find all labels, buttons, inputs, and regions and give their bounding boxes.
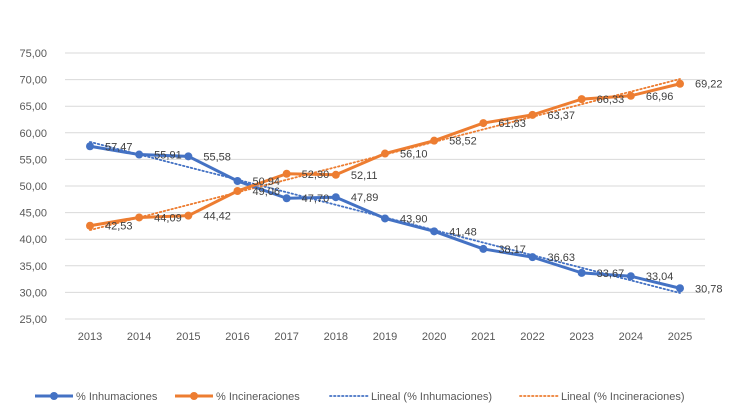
x-tick-label: 2014	[127, 331, 151, 343]
data-label: 57,47	[105, 141, 133, 153]
data-point	[528, 110, 537, 119]
data-label: 44,09	[154, 212, 182, 224]
data-label: 38,17	[498, 244, 526, 256]
legend-label: % Incineraciones	[216, 391, 300, 403]
data-point	[676, 284, 684, 293]
data-label: 52,30	[302, 169, 330, 181]
series-lines	[86, 79, 684, 293]
data-point	[577, 268, 586, 277]
y-tick-label: 55,00	[19, 154, 47, 166]
y-axis: 25,00 30,00 35,00 40,00 45,00 50,00 55,00 60,00…	[19, 48, 47, 326]
data-point	[430, 227, 439, 236]
data-point	[430, 136, 439, 145]
x-tick-label: 2016	[225, 331, 249, 343]
data-point	[86, 142, 94, 151]
legend-marker	[190, 392, 198, 400]
data-point	[676, 79, 684, 88]
x-tick-label: 2017	[274, 331, 298, 343]
y-tick-label: 50,00	[19, 181, 47, 193]
data-label: 50,94	[253, 176, 281, 188]
data-label: 66,96	[646, 91, 674, 103]
data-label: 63,37	[548, 110, 576, 122]
data-point	[135, 213, 144, 222]
data-point	[381, 214, 389, 223]
y-tick-label: 65,00	[19, 101, 47, 113]
data-label: 42,53	[105, 221, 133, 233]
legend-marker	[50, 392, 58, 400]
y-tick-label: 25,00	[19, 314, 47, 326]
data-point	[282, 194, 291, 203]
data-label: 69,22	[695, 79, 723, 91]
data-label: 41,48	[449, 226, 477, 238]
data-label: 56,10	[400, 149, 428, 161]
data-label: 58,52	[449, 136, 477, 148]
data-label: 52,11	[351, 170, 378, 182]
y-tick-label: 35,00	[19, 261, 47, 273]
data-point	[479, 119, 488, 128]
legend: % Inhumaciones % Incineraciones Lineal (% …	[35, 391, 685, 403]
data-labels: 57,47 55,91 55,58 50,94 47,70 47,89 43,90 41,48…	[105, 79, 723, 296]
data-label: 66,33	[597, 94, 625, 106]
data-point	[626, 272, 635, 281]
data-point	[331, 170, 340, 179]
data-point	[184, 152, 193, 161]
x-tick-label: 2013	[78, 331, 102, 343]
data-label: 47,70	[302, 193, 330, 205]
data-point	[479, 244, 488, 253]
x-tick-label: 2025	[668, 331, 692, 343]
legend-label: % Inhumaciones	[76, 391, 158, 403]
data-label: 43,90	[400, 213, 428, 225]
data-point	[86, 221, 94, 230]
data-point	[184, 211, 193, 220]
x-tick-label: 2015	[176, 331, 200, 343]
x-tick-label: 2024	[619, 331, 643, 343]
data-point	[135, 150, 144, 159]
data-label: 55,58	[203, 151, 231, 163]
x-tick-label: 2023	[569, 331, 593, 343]
gridlines	[65, 52, 705, 320]
y-tick-label: 40,00	[19, 234, 47, 246]
data-label: 61,83	[498, 118, 526, 130]
data-point	[331, 193, 340, 202]
data-label: 49,06	[253, 186, 281, 198]
y-tick-label: 70,00	[19, 75, 47, 87]
x-axis: 2013 2014 2015 2016 2017 2018 2019 2020 2021 2022…	[78, 331, 692, 343]
data-label: 33,67	[597, 268, 625, 280]
x-tick-label: 2020	[422, 331, 446, 343]
y-tick-label: 75,00	[19, 48, 47, 60]
data-label: 36,63	[548, 252, 576, 264]
data-label: 55,91	[154, 150, 182, 162]
y-tick-label: 60,00	[19, 128, 47, 140]
data-point	[282, 169, 291, 178]
data-point	[233, 187, 242, 196]
x-tick-label: 2018	[324, 331, 348, 343]
data-point	[233, 176, 242, 185]
data-point	[528, 253, 537, 262]
y-tick-label: 45,00	[19, 208, 47, 220]
data-label: 44,42	[203, 211, 231, 223]
data-point	[577, 95, 586, 104]
legend-label: Lineal (% Inhumaciones)	[371, 391, 492, 403]
data-label: 33,04	[646, 271, 674, 283]
data-label: 47,89	[351, 192, 379, 204]
y-tick-label: 30,00	[19, 287, 47, 299]
data-label: 30,78	[695, 283, 723, 295]
x-tick-label: 2022	[520, 331, 544, 343]
legend-label: Lineal (% Incineraciones)	[561, 391, 685, 403]
x-tick-label: 2019	[373, 331, 397, 343]
data-point	[626, 91, 635, 100]
data-point	[381, 149, 389, 158]
x-tick-label: 2021	[471, 331, 495, 343]
